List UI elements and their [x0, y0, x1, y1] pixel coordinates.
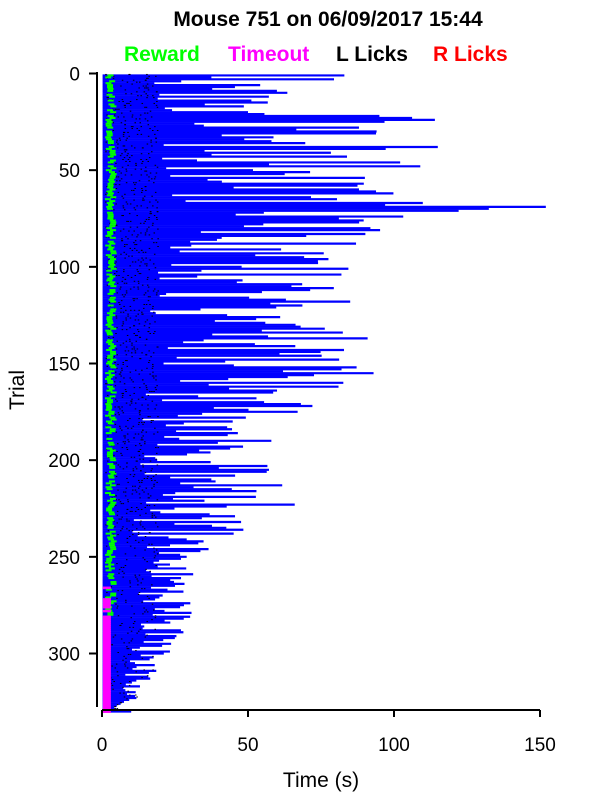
timeout-marker — [102, 638, 111, 642]
timeout-marker — [102, 706, 111, 710]
y-tick-label: 100 — [48, 258, 80, 279]
x-tick-label: 0 — [97, 735, 108, 756]
timeout-marker — [102, 710, 111, 713]
timeout-marker — [102, 615, 111, 619]
timeout-marker — [102, 600, 111, 603]
timeout-marker — [102, 598, 111, 601]
timeout-marker — [102, 661, 111, 665]
timeout-marker — [102, 636, 111, 640]
timeout-marker — [102, 648, 111, 652]
timeout-marker — [102, 625, 111, 628]
timeout-marker — [102, 698, 111, 702]
timeout-marker — [102, 704, 111, 708]
timeout-marker — [102, 652, 111, 655]
x-axis-label: Time (s) — [283, 769, 359, 792]
timeout-marker — [102, 675, 111, 679]
timeout-marker — [102, 654, 111, 657]
y-tick-label: 300 — [48, 645, 80, 666]
timeout-marker — [102, 623, 111, 626]
y-tick-label: 0 — [69, 65, 80, 86]
legend-reward: Reward — [124, 43, 200, 66]
timeout-marker — [102, 644, 111, 648]
timeout-marker — [102, 692, 111, 696]
timeout-marker — [102, 663, 111, 667]
timeout-marker — [102, 696, 111, 700]
timeout-marker — [102, 669, 111, 673]
raster-trials — [102, 73, 546, 713]
reward-markers — [104, 74, 117, 616]
timeout-marker — [102, 629, 111, 632]
timeout-markers — [102, 586, 111, 713]
timeout-marker — [102, 640, 111, 644]
timeout-marker — [102, 665, 111, 669]
timeout-marker — [102, 634, 111, 638]
timeout-marker — [102, 700, 111, 704]
timeout-marker — [102, 642, 111, 646]
y-axis: 0 50 100 150 200 250 300 — [48, 65, 98, 707]
x-tick-label: 150 — [524, 735, 556, 756]
timeout-marker — [102, 586, 111, 590]
timeout-marker — [102, 687, 111, 690]
timeout-marker — [102, 617, 111, 621]
y-tick-label: 250 — [48, 548, 80, 569]
x-tick-label: 50 — [237, 735, 258, 756]
x-axis: 0 50 100 150 — [97, 709, 556, 756]
timeout-marker — [102, 690, 111, 694]
chart-title: Mouse 751 on 06/09/2017 15:44 — [173, 8, 483, 31]
timeout-marker — [102, 627, 111, 630]
timeout-marker — [102, 605, 111, 609]
timeout-marker — [102, 650, 111, 653]
timeout-marker — [102, 602, 111, 605]
timeout-marker — [102, 683, 111, 686]
y-tick-label: 50 — [59, 161, 80, 182]
timeout-marker — [102, 609, 111, 613]
timeout-marker — [102, 658, 111, 661]
timeout-marker — [102, 677, 111, 681]
y-tick-label: 200 — [48, 451, 80, 472]
timeout-marker — [102, 673, 111, 677]
timeout-marker — [102, 632, 111, 636]
timeout-marker — [102, 702, 111, 706]
legend-r-licks: R Licks — [433, 43, 508, 66]
y-axis-label: Trial — [6, 370, 29, 410]
x-tick-label: 100 — [378, 735, 410, 756]
timeout-marker — [102, 619, 111, 623]
timeout-marker — [102, 681, 111, 684]
timeout-marker — [102, 667, 111, 671]
legend-l-licks: L Licks — [336, 43, 408, 66]
legend: Reward Timeout L Licks R Licks — [124, 43, 508, 66]
legend-timeout: Timeout — [228, 43, 309, 66]
timeout-marker — [102, 689, 111, 692]
timeout-marker — [102, 694, 111, 698]
timeout-marker — [102, 621, 111, 624]
timeout-marker — [102, 660, 111, 663]
timeout-marker — [102, 631, 111, 634]
timeout-marker — [102, 646, 111, 650]
y-tick-label: 150 — [48, 355, 80, 376]
timeout-marker — [102, 603, 111, 607]
timeout-marker — [102, 685, 111, 688]
timeout-marker — [102, 671, 111, 675]
timeout-marker — [102, 656, 111, 659]
timeout-marker — [102, 679, 111, 682]
